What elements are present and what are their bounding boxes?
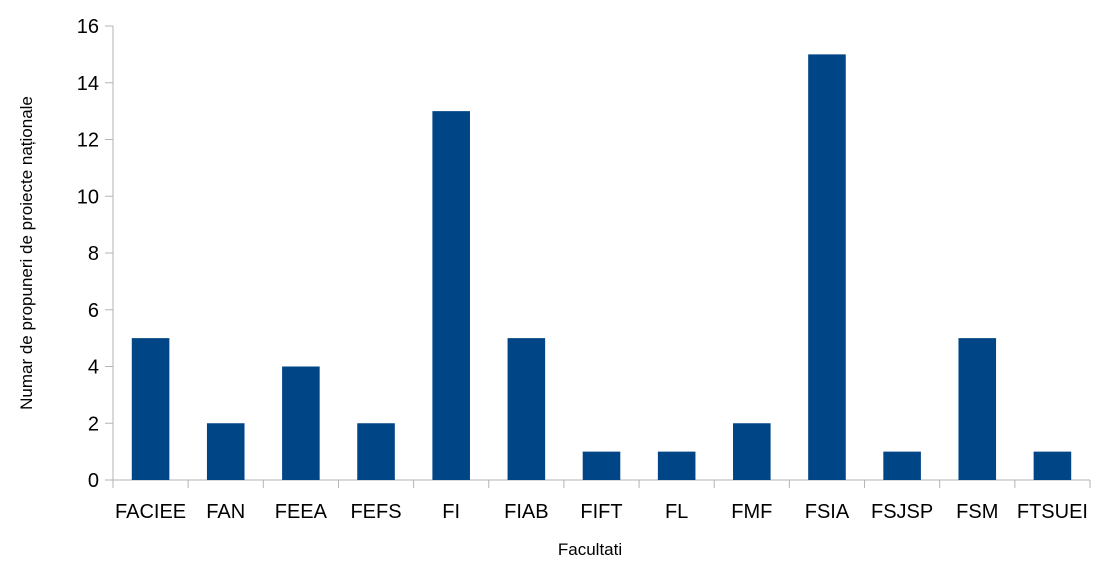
y-tick-label: 16 bbox=[77, 16, 99, 38]
bar-fsm bbox=[958, 338, 997, 480]
x-tick-label: FL bbox=[665, 501, 688, 523]
x-tick-label: FTSUEI bbox=[1017, 501, 1088, 523]
bar-ftsuei bbox=[1033, 451, 1072, 480]
bar-fmf bbox=[733, 423, 771, 480]
bar-feea bbox=[282, 366, 320, 480]
bar-faciee bbox=[131, 338, 170, 480]
y-axis-title: Numar de propuneri de proiecte naționale bbox=[17, 96, 36, 410]
bar-fefs bbox=[357, 423, 395, 480]
x-tick-label: FSIA bbox=[805, 501, 850, 523]
y-tick-label: 10 bbox=[77, 186, 99, 208]
axes bbox=[105, 25, 1091, 488]
y-tick-label: 2 bbox=[88, 413, 99, 435]
bar-fsia bbox=[808, 54, 846, 480]
x-tick-label: FIFT bbox=[580, 501, 622, 523]
bar-fift bbox=[582, 451, 621, 480]
x-tick-label: FMF bbox=[731, 501, 772, 523]
bars bbox=[131, 54, 1072, 480]
x-tick-label: FSJSP bbox=[871, 501, 933, 523]
bar-fi bbox=[432, 111, 470, 480]
bar-fl bbox=[657, 451, 696, 480]
y-tick-label: 6 bbox=[88, 300, 99, 322]
y-tick-label: 4 bbox=[88, 357, 99, 379]
x-tick-label: FACIEE bbox=[115, 501, 186, 523]
y-tick-label: 12 bbox=[77, 130, 99, 152]
x-tick-label: FEEA bbox=[275, 501, 328, 523]
y-tick-label: 0 bbox=[88, 470, 99, 492]
x-axis-title: Facultati bbox=[558, 540, 622, 559]
y-tick-label: 14 bbox=[77, 73, 99, 95]
x-tick-label: FI bbox=[442, 501, 460, 523]
bar-fiab bbox=[507, 338, 546, 480]
x-tick-label: FIAB bbox=[504, 501, 548, 523]
x-tick-label: FSM bbox=[956, 501, 998, 523]
x-tick-labels: FACIEE FAN FEEA FEFS FI FIAB FIFT FL FMF FSIA FSJS… bbox=[115, 501, 1088, 523]
bar-fan bbox=[206, 423, 245, 480]
x-tick-label: FEFS bbox=[350, 501, 401, 523]
x-tick-label: FAN bbox=[206, 501, 245, 523]
bar-fsjsp bbox=[883, 451, 921, 480]
y-tick-labels: 0 2 4 6 8 10 12 14 16 bbox=[77, 16, 99, 492]
y-tick-label: 8 bbox=[88, 243, 99, 265]
